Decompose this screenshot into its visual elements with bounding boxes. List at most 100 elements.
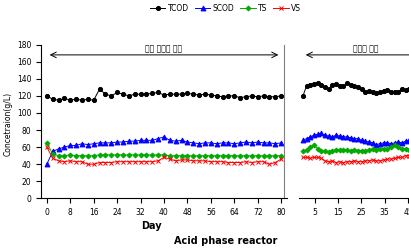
TS (255, 154, 260, 157)
VS (255, 160, 260, 163)
VS (132, 160, 137, 163)
TS (97, 153, 102, 156)
SCOD (220, 141, 225, 144)
TS (120, 153, 125, 156)
VS (225, 161, 230, 164)
TCOD (155, 91, 160, 94)
VS (190, 159, 195, 162)
TS (190, 154, 195, 157)
TCOD (108, 94, 113, 97)
SCOD (184, 141, 189, 144)
VS (126, 160, 131, 163)
TCOD (44, 94, 49, 97)
VS (91, 163, 96, 166)
TS (278, 154, 283, 157)
TS (237, 154, 242, 157)
TS (50, 153, 55, 155)
VS (173, 159, 178, 162)
VS (214, 160, 219, 163)
SCOD (115, 141, 119, 144)
TCOD (144, 93, 148, 96)
TS (161, 153, 166, 156)
SCOD (62, 146, 67, 149)
TCOD (132, 93, 137, 96)
SCOD (103, 141, 108, 144)
TS (132, 153, 137, 156)
VS (74, 160, 79, 163)
TCOD (243, 95, 248, 98)
TS (155, 153, 160, 156)
SCOD (249, 141, 254, 144)
VS (161, 156, 166, 159)
TS (56, 154, 61, 157)
TS (144, 153, 148, 156)
SCOD (120, 141, 125, 144)
TCOD (85, 98, 90, 101)
SCOD (79, 142, 84, 145)
TS (249, 154, 254, 157)
TCOD (120, 93, 125, 96)
VS (261, 160, 265, 163)
TCOD (103, 93, 108, 96)
TCOD (255, 95, 260, 98)
TCOD (196, 93, 201, 96)
TS (272, 154, 277, 157)
TS (115, 153, 119, 156)
SCOD (237, 141, 242, 144)
TCOD (272, 95, 277, 98)
TCOD (225, 94, 230, 97)
TS (220, 154, 225, 157)
TS (74, 154, 79, 157)
TCOD (97, 88, 102, 91)
SCOD (179, 139, 184, 142)
TCOD (261, 94, 265, 97)
VS (85, 163, 90, 166)
TS (231, 154, 236, 157)
VS (67, 159, 72, 162)
SCOD (97, 141, 102, 144)
TCOD (179, 93, 184, 96)
Line: TCOD: TCOD (45, 87, 283, 102)
SCOD (173, 140, 178, 143)
VS (272, 161, 277, 164)
VS (278, 158, 283, 161)
VS (149, 160, 154, 163)
VS (243, 160, 248, 163)
TS (91, 154, 96, 157)
SCOD (196, 142, 201, 145)
Legend: TCOD, SCOD, TS, VS: TCOD, SCOD, TS, VS (150, 4, 300, 13)
TCOD (220, 95, 225, 98)
TCOD (126, 94, 131, 97)
TS (261, 154, 265, 157)
TCOD (173, 93, 178, 96)
TS (167, 154, 172, 157)
TCOD (202, 93, 207, 96)
VS (155, 159, 160, 162)
SCOD (266, 141, 271, 144)
TCOD (91, 99, 96, 102)
TS (196, 154, 201, 157)
VS (103, 161, 108, 164)
TCOD (62, 97, 67, 100)
TS (149, 153, 154, 156)
TCOD (231, 94, 236, 97)
SCOD (144, 139, 148, 142)
SCOD (278, 141, 283, 144)
VS (108, 161, 113, 164)
VS (237, 161, 242, 164)
TCOD (278, 94, 283, 97)
VS (50, 157, 55, 160)
TCOD (249, 94, 254, 97)
TCOD (266, 95, 271, 98)
SCOD (225, 141, 230, 144)
SCOD (132, 140, 137, 143)
TS (266, 154, 271, 157)
VS (44, 146, 49, 149)
SCOD (50, 150, 55, 153)
TCOD (79, 99, 84, 102)
VS (184, 158, 189, 161)
SCOD (138, 139, 143, 142)
Text: 기존 반응조 운전: 기존 반응조 운전 (145, 44, 182, 53)
VS (208, 160, 213, 163)
SCOD (155, 137, 160, 140)
